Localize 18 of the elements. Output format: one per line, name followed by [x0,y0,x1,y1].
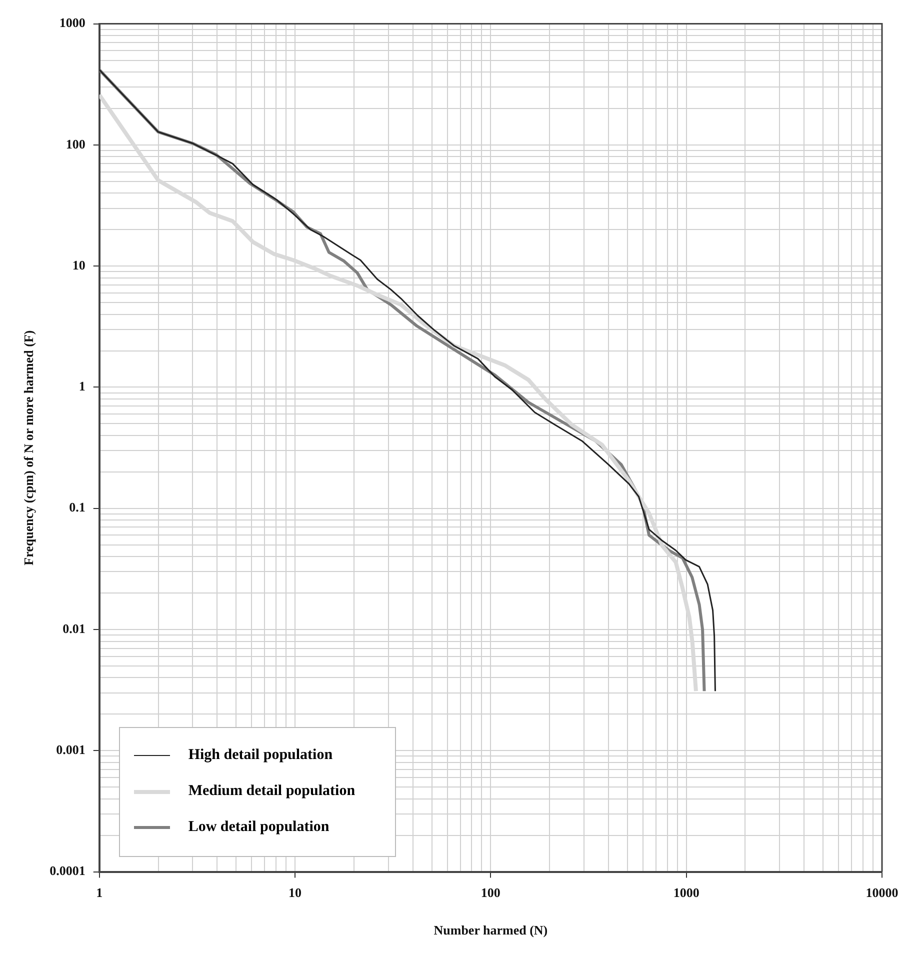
x-tick-label: 100 [480,884,500,900]
legend-label: High detail population [188,747,333,764]
legend-label: Medium detail population [188,783,356,800]
x-axis-title: Number harmed (N) [434,922,548,938]
y-tick-label: 0.0001 [50,863,86,878]
x-tick-label: 10000 [866,884,898,900]
y-tick-label: 0.001 [56,742,86,758]
x-tick-label: 1000 [673,884,700,900]
legend-label: Low detail population [188,819,330,836]
y-axis-title: Frequency (cpm) of N or more harmed (F) [21,330,36,566]
y-tick-label: 0.1 [69,500,86,515]
x-tick-label: 1 [96,884,103,900]
y-tick-label: 1 [78,378,86,394]
y-tick-label: 100 [66,136,86,152]
y-tick-label: 0.01 [62,620,86,636]
x-tick-label: 10 [288,884,302,900]
y-tick-label: 1000 [59,15,86,30]
y-tick-label: 10 [72,257,86,272]
